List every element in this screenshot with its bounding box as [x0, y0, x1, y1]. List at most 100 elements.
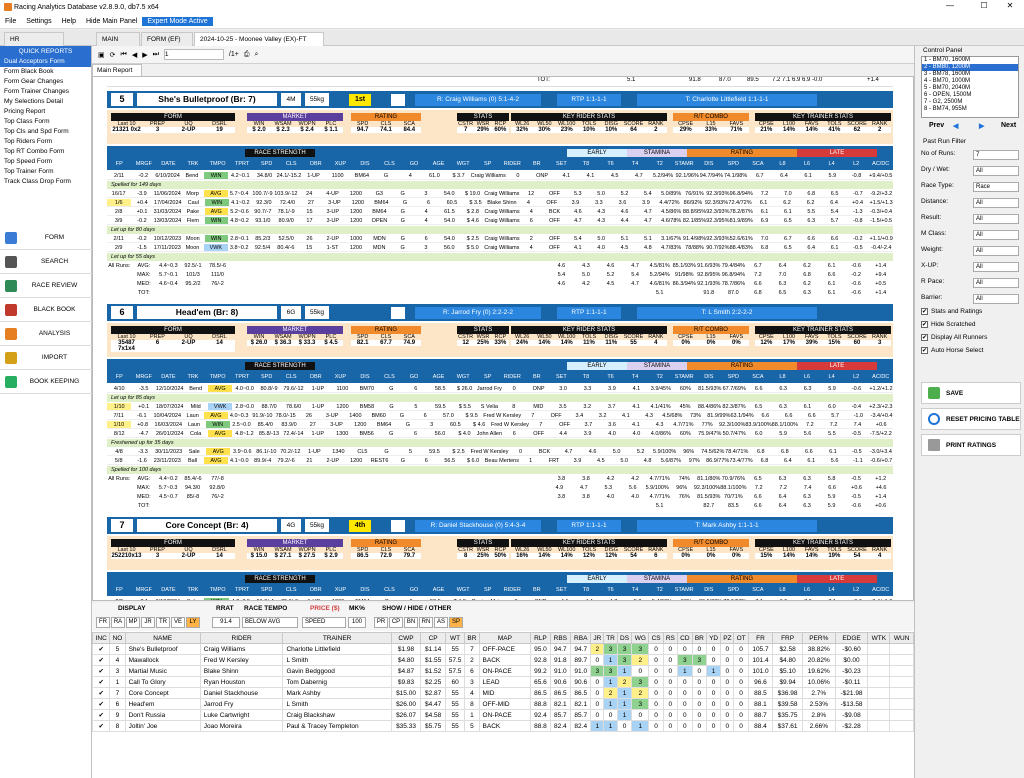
nav-search[interactable]: SEARCH: [0, 250, 92, 274]
report-item[interactable]: Form Trainer Changes: [4, 88, 70, 95]
grid-cell[interactable]: ✔: [91, 665, 111, 677]
nav-black-book[interactable]: BLACK BOOK: [0, 298, 92, 322]
grid-header-edge[interactable]: EDGE: [834, 632, 869, 644]
filter-select[interactable]: All: [973, 278, 1019, 288]
filter-select[interactable]: 7: [973, 150, 1019, 160]
horse-name[interactable]: Head'em (Br: 8): [137, 306, 277, 319]
zoom-icon[interactable]: ⌕: [254, 50, 259, 58]
grid-header-pz[interactable]: PZ: [720, 632, 735, 644]
filter-select[interactable]: All: [973, 294, 1019, 304]
checkbox-hide-scratched[interactable]: ✔ Hide Scratched: [921, 321, 975, 328]
report-item[interactable]: Top Trainer Form: [4, 168, 54, 175]
race-list-item[interactable]: 7 - G2, 2500M: [924, 99, 963, 105]
report-item[interactable]: Top Speed Form: [4, 158, 53, 165]
trainer-info[interactable]: T: Mark Ashby 1:1-1-1: [637, 519, 817, 532]
grid-row[interactable]: ✔ 8 Joltin' Joe Joao Moreira Paul & Tracey T…: [91, 720, 914, 732]
rider-info[interactable]: R: Craig Williams (0) 5:1-4-2: [415, 93, 541, 106]
next-page-icon[interactable]: ▶: [142, 51, 148, 59]
show-cp-button[interactable]: CP: [389, 617, 403, 628]
checkbox-box[interactable]: ✔: [921, 347, 928, 354]
race-list[interactable]: 1 - BM70, 1600M 2 - BM80, 1200M 3 - BM78, …: [921, 56, 1019, 118]
grid-header-rs[interactable]: RS: [662, 632, 678, 644]
grid-header-cd[interactable]: CD: [676, 632, 693, 644]
first-page-icon[interactable]: ⏮: [120, 50, 127, 58]
grid-header-ot[interactable]: OT: [733, 632, 749, 644]
grid-header-br[interactable]: BR: [464, 632, 480, 644]
grid-header-wg[interactable]: WG: [631, 632, 650, 644]
nav-form[interactable]: FORM: [0, 226, 92, 250]
trainer-info[interactable]: T: L Smith 2:2-2-2: [637, 306, 817, 319]
grid-cell[interactable]: ✔: [91, 676, 111, 688]
report-item[interactable]: My Selections Detail: [4, 98, 63, 105]
display-jr-button[interactable]: JR: [141, 617, 155, 628]
filter-select[interactable]: All: [973, 166, 1019, 176]
report-item[interactable]: Form Black Book: [4, 68, 54, 75]
tab-main[interactable]: MAIN: [96, 32, 140, 46]
grid-cell[interactable]: ✔: [91, 698, 111, 710]
checkbox-box[interactable]: ✔: [921, 321, 928, 328]
grid-header-frp[interactable]: FRP: [772, 632, 803, 644]
grid-header-trainer[interactable]: TRAINER: [282, 632, 392, 644]
menu-hide-main-panel[interactable]: Hide Main Panel: [85, 17, 138, 25]
grid-row[interactable]: ✔ 6 Head'em Jarrod Fry L Smith $26.00 $4.47 55 8…: [91, 698, 914, 710]
grid-row[interactable]: ✔ 5 She's Bulletproof Craig Williams Charlot…: [91, 643, 914, 655]
race-list-item[interactable]: 6 - OPEN, 1500M: [924, 92, 972, 98]
grid-header-br[interactable]: BR: [691, 632, 707, 644]
maximize-button[interactable]: ☐: [980, 1, 988, 10]
grid-header-wun[interactable]: WUN: [889, 632, 914, 644]
next-race-button[interactable]: Next: [1001, 122, 1017, 129]
minimize-button[interactable]: —: [946, 1, 954, 10]
tab-form[interactable]: FORM (EF): [141, 32, 193, 46]
grid-cell[interactable]: ✔: [91, 720, 111, 732]
grid-header-fr[interactable]: FR: [747, 632, 774, 644]
race-list-item[interactable]: 4 - BM70, 1000M: [924, 78, 971, 84]
grid-header-rbs[interactable]: RBS: [549, 632, 572, 644]
rider-info[interactable]: R: Jarrod Fry (0) 2:2-2-2: [415, 306, 541, 319]
past-run-row[interactable]: 5/8 -1.6 23/11/2023 Ball AVG 4.1~0.0 89.9/-4 79…: [107, 457, 893, 465]
grid-header-name[interactable]: NAME: [124, 632, 201, 644]
filter-select[interactable]: All: [973, 230, 1019, 240]
grid-header-rba[interactable]: RBA: [570, 632, 592, 644]
next-arrow-icon[interactable]: ▶: [979, 123, 985, 130]
page-input[interactable]: [163, 49, 224, 60]
refresh-icon[interactable]: ⟳: [109, 51, 116, 59]
race-list-item[interactable]: 1 - BM70, 1600M: [924, 57, 971, 63]
grid-header-no[interactable]: NO: [109, 632, 126, 644]
horse-name[interactable]: Core Concept (Br: 4): [137, 519, 277, 532]
report-item[interactable]: Top Riders Form: [4, 138, 53, 145]
show-pr-button[interactable]: PR: [374, 617, 388, 628]
report-item[interactable]: Top RT Combo Form: [4, 148, 65, 155]
grid-row[interactable]: ✔ 4 Mawallock Fred W Kersley L Smith $4.80 $1.…: [91, 654, 914, 666]
grid-cell[interactable]: ✔: [91, 654, 111, 666]
nav-import[interactable]: IMPORT: [0, 346, 92, 370]
report-item[interactable]: Top Cls and Spd Form: [4, 128, 69, 135]
race-list-item[interactable]: 2 - BM80, 1200M: [922, 64, 1018, 71]
grid-header-ds[interactable]: DS: [616, 632, 633, 644]
checkbox-auto-horse-select[interactable]: ✔ Auto Horse Select: [921, 347, 983, 354]
past-run-row[interactable]: 3/9 -0.2 13/03/2024 Flem WIN 4.8~0.2 93.1/0 80.…: [107, 217, 893, 225]
filter-select[interactable]: Race: [973, 182, 1019, 192]
grid-cell[interactable]: ✔: [91, 709, 111, 721]
grid-header-wtk[interactable]: WTK: [867, 632, 891, 644]
past-run-row[interactable]: 16/17 -3.9 11/06/2024 Morp AVG 5.7~0.4 100.7/-…: [107, 190, 893, 198]
prev-race-button[interactable]: Prev: [929, 122, 945, 129]
grid-header-rider[interactable]: RIDER: [199, 632, 284, 644]
horse-name[interactable]: She's Bulletproof (Br: 7): [137, 93, 277, 106]
export-icon[interactable]: ▣: [98, 51, 105, 59]
past-run-row[interactable]: 2/8-2.19/10/2024SaleWIN4.2~0.591.0/-479.…: [107, 598, 893, 600]
display-ve-button[interactable]: VE: [171, 617, 185, 628]
checkbox-display-all-runners[interactable]: ✔ Display All Runners: [921, 334, 987, 341]
mk-input[interactable]: 100: [348, 617, 366, 628]
save-button[interactable]: SAVE: [921, 382, 1021, 404]
display-fr-button[interactable]: FR: [96, 617, 110, 628]
nav-book-keeping[interactable]: BOOK KEEPING: [0, 370, 92, 394]
main-report-tab[interactable]: Main Report: [92, 64, 142, 76]
checkbox-box[interactable]: ✔: [921, 308, 928, 315]
report-item[interactable]: Track Class Drop Form: [4, 178, 71, 185]
tab-hr[interactable]: HR: [4, 32, 64, 46]
past-run-row[interactable]: 2/11 -0.2 6/10/2024 Bend WIN 4.2~0.1 34.8/0 24.…: [107, 172, 893, 180]
prev-arrow-icon[interactable]: ◀: [953, 123, 959, 130]
display-ra-button[interactable]: RA: [111, 617, 125, 628]
past-run-row[interactable]: 2/9 -1.5 17/11/2023 Moon VWK 3.8~0.2 92.5/4 80.…: [107, 244, 893, 252]
past-run-row[interactable]: 2/8 +0.1 31/03/2024 Pake AVG 5.2~0.6 90.7/-7 78…: [107, 208, 893, 216]
